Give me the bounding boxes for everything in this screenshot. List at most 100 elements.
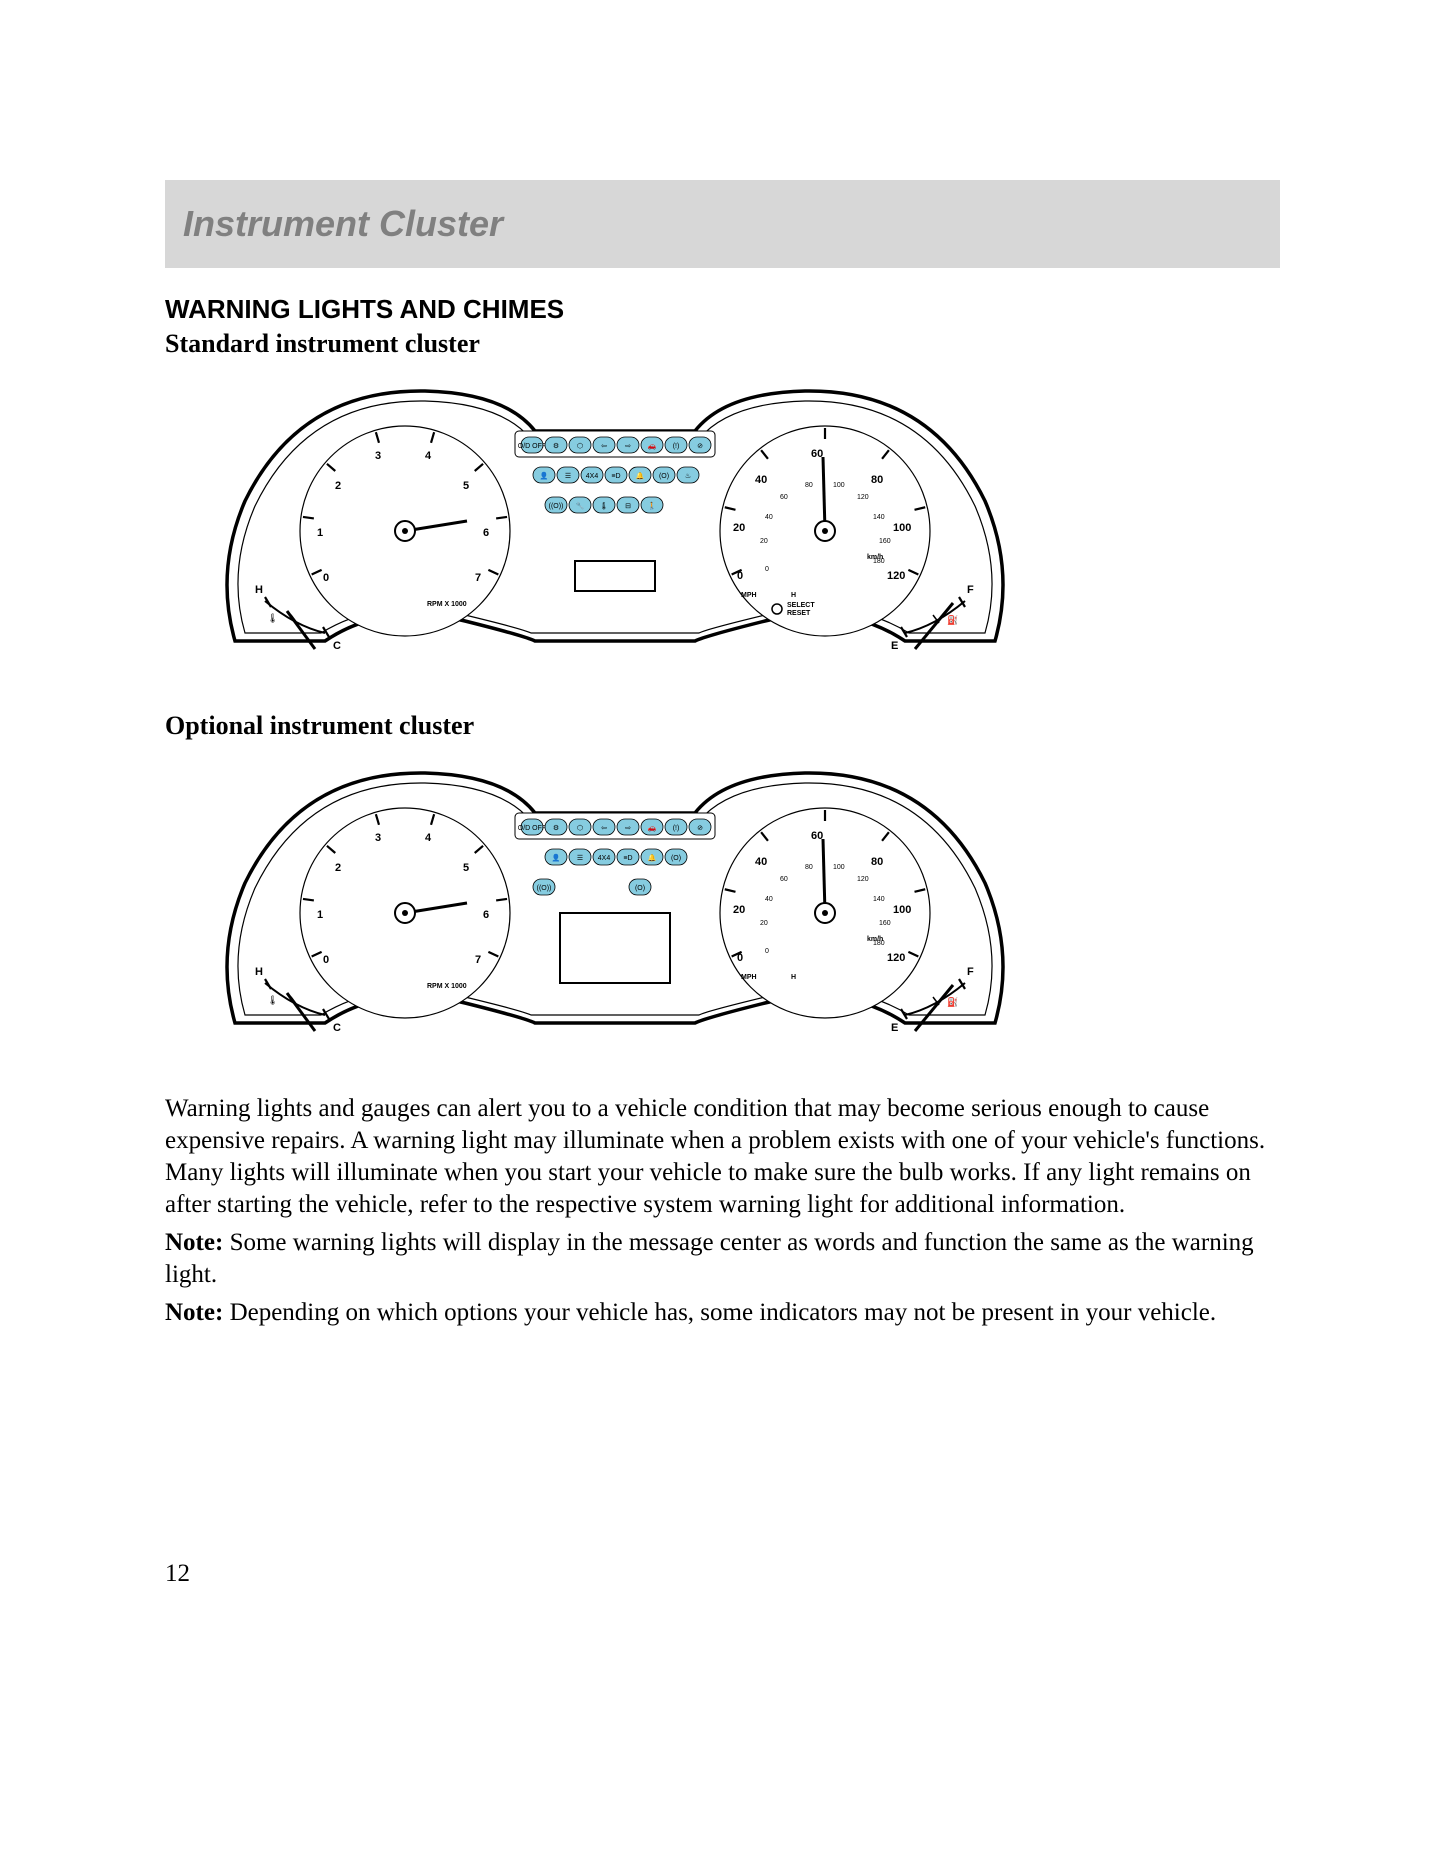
kmh-60: 60: [780, 494, 788, 501]
header-band: Instrument Cluster: [165, 180, 1280, 268]
page-title: Instrument Cluster: [183, 203, 503, 245]
svg-text:(O): (O): [659, 473, 669, 480]
svg-text:5: 5: [463, 862, 469, 874]
optional-cluster-svg: 0 1 2 3 4 5 6 7 RPM X 1000 H C: [205, 753, 1025, 1053]
section-heading: WARNING LIGHTS AND CHIMES: [165, 294, 1280, 325]
svg-text:⚙: ⚙: [553, 824, 559, 832]
svg-text:⬡: ⬡: [577, 442, 583, 450]
optional-cluster-figure: 0 1 2 3 4 5 6 7 RPM X 1000 H C: [205, 753, 1280, 1053]
spd-60: 60: [811, 448, 823, 460]
tach-3: 3: [375, 450, 381, 462]
svg-text:⇦: ⇦: [601, 443, 607, 450]
svg-text:0: 0: [765, 948, 769, 955]
tach-1: 1: [317, 527, 323, 539]
speedometer-dial: 0 20 40 60 80 100 120 0 20 40 60 80 100 …: [720, 426, 930, 636]
reset-label: RESET: [787, 610, 811, 617]
svg-text:3: 3: [375, 832, 381, 844]
svg-text:⇨: ⇨: [625, 443, 631, 450]
svg-text:2: 2: [335, 862, 341, 874]
svg-text:H: H: [791, 974, 796, 981]
svg-text:40: 40: [755, 856, 767, 868]
spd-20: 20: [733, 522, 745, 534]
svg-text:🚗: 🚗: [648, 443, 657, 450]
svg-text:≡D: ≡D: [611, 473, 620, 480]
note-2: Note: Depending on which options your ve…: [165, 1297, 1280, 1329]
standard-cluster-figure: 0 1 2 3 4 5 6 7 RPM X 1000 H C: [205, 371, 1280, 671]
note-2-text: Depending on which options your vehicle …: [223, 1299, 1216, 1326]
svg-text:🚗: 🚗: [648, 825, 657, 832]
svg-text:⊘: ⊘: [697, 825, 703, 832]
warning-light-panel: O/D OFF⚙⬡⇦⇨🚗(!)⊘ 👤☰4X4≡D🔔(O) ((O))(O): [515, 813, 715, 983]
svg-text:F: F: [967, 966, 974, 978]
message-center-display: [560, 913, 670, 983]
svg-text:⇦: ⇦: [601, 825, 607, 832]
svg-text:6: 6: [483, 909, 489, 921]
kmh-80: 80: [805, 482, 813, 489]
standard-cluster-svg: 0 1 2 3 4 5 6 7 RPM X 1000 H C: [205, 371, 1025, 671]
svg-text:40: 40: [765, 896, 773, 903]
svg-text:60: 60: [780, 876, 788, 883]
h-label: H: [791, 592, 796, 599]
svg-text:⊘: ⊘: [697, 443, 703, 450]
svg-text:👤: 👤: [540, 471, 549, 480]
svg-text:H: H: [255, 966, 263, 978]
tach-0: 0: [323, 572, 329, 584]
note-2-label: Note:: [165, 1299, 223, 1326]
svg-text:♨: ♨: [685, 472, 691, 480]
kmh-100: 100: [833, 482, 845, 489]
kmh-20: 20: [760, 538, 768, 545]
svg-text:O/D OFF: O/D OFF: [518, 825, 546, 832]
svg-text:4: 4: [425, 832, 432, 844]
svg-text:≡D: ≡D: [623, 855, 632, 862]
select-label: SELECT: [787, 602, 815, 609]
note-1-label: Note:: [165, 1229, 223, 1256]
svg-text:160: 160: [879, 920, 891, 927]
svg-text:(!): (!): [673, 825, 680, 832]
svg-text:100: 100: [893, 904, 911, 916]
svg-text:((O)): ((O)): [537, 885, 552, 892]
svg-text:C: C: [333, 1022, 341, 1034]
svg-text:(!): (!): [673, 443, 680, 450]
tachometer-dial: 0 1 2 3 4 5 6 7 RPM X 1000: [300, 426, 510, 636]
svg-text:☰: ☰: [565, 473, 571, 480]
note-1: Note: Some warning lights will display i…: [165, 1227, 1280, 1291]
svg-text:80: 80: [871, 856, 883, 868]
tachometer-dial: 0 1 2 3 4 5 6 7 RPM X 1000: [300, 808, 510, 1018]
thermometer-icon: 🌡: [267, 613, 278, 623]
svg-text:1: 1: [317, 909, 323, 921]
svg-text:4X4: 4X4: [586, 473, 599, 480]
warning-light-panel: O/D OFF⚙⬡⇦⇨🚗(!)⊘ 👤☰4X4≡D🔔(O)♨ ((O))🔧🌡⊟🚶: [515, 431, 715, 591]
svg-text:🔔: 🔔: [648, 853, 657, 862]
svg-text:4X4: 4X4: [598, 855, 611, 862]
svg-text:RPM X 1000: RPM X 1000: [427, 983, 467, 990]
standard-cluster-label: Standard instrument cluster: [165, 329, 1280, 359]
speedometer-dial: 0 20 40 60 80 100 120 0 20 40 60 80 100 …: [720, 808, 930, 1018]
optional-cluster-label: Optional instrument cluster: [165, 711, 1280, 741]
kmh-40: 40: [765, 514, 773, 521]
body-paragraph-1: Warning lights and gauges can alert you …: [165, 1093, 1280, 1221]
svg-text:((O)): ((O)): [549, 503, 564, 510]
svg-text:20: 20: [733, 904, 745, 916]
tach-4: 4: [425, 450, 432, 462]
kmh-label: km/h: [867, 554, 883, 561]
page-number: 12: [165, 1560, 190, 1588]
svg-text:140: 140: [873, 896, 885, 903]
svg-text:(O): (O): [671, 855, 681, 862]
thermometer-icon: 🌡: [267, 995, 278, 1005]
svg-text:⬡: ⬡: [577, 824, 583, 832]
note-1-text: Some warning lights will display in the …: [165, 1229, 1254, 1288]
spd-120: 120: [887, 570, 905, 582]
svg-text:🚶: 🚶: [648, 501, 657, 510]
fuel-e: E: [891, 640, 898, 652]
tach-7: 7: [475, 572, 481, 584]
kmh-160: 160: [879, 538, 891, 545]
svg-text:7: 7: [475, 954, 481, 966]
svg-text:120: 120: [857, 876, 869, 883]
temp-h: H: [255, 584, 263, 596]
spd-40: 40: [755, 474, 767, 486]
odometer-display: [575, 561, 655, 591]
svg-text:⊟: ⊟: [625, 503, 631, 510]
kmh-140: 140: [873, 514, 885, 521]
svg-text:⚙: ⚙: [553, 442, 559, 450]
svg-text:120: 120: [887, 952, 905, 964]
